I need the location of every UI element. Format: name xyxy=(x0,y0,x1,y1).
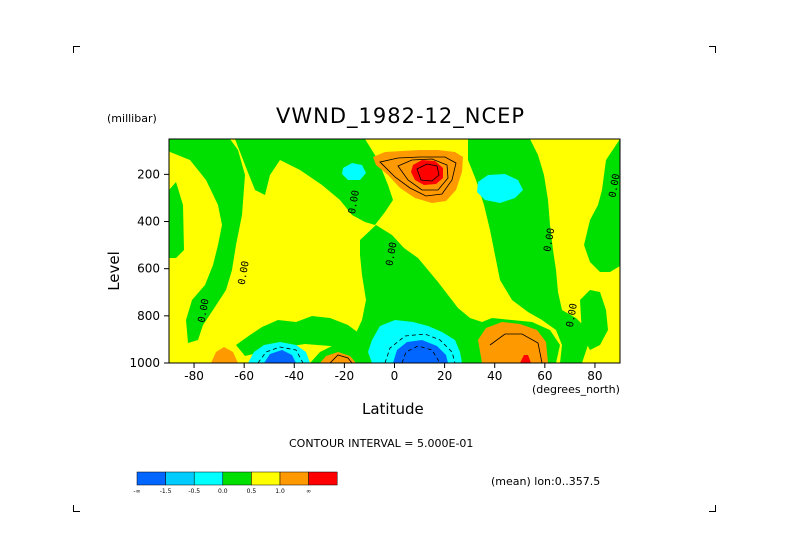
contour-value-label: 0.00 xyxy=(385,241,400,267)
x-units-label: (degrees_north) xyxy=(532,383,620,396)
field-negative-pole-low xyxy=(580,290,608,350)
field-strong-negative-upper-south xyxy=(342,163,366,180)
field-strongest-positive-surface xyxy=(520,355,531,363)
field-strong-positive-surface-south xyxy=(211,347,238,363)
contour-line-jet-inner xyxy=(416,163,440,182)
field-negative-left-edge xyxy=(169,182,184,258)
contour-value-label: 0.00 xyxy=(237,260,252,286)
field-negative-midlat-upper xyxy=(235,139,393,225)
colorbar-swatch xyxy=(251,471,281,486)
field-strongest-negative-surface-tropics xyxy=(393,340,448,363)
colorbar-tick-label: ∞ xyxy=(306,488,311,495)
crop-mark-top-left xyxy=(73,46,80,53)
contour-fill-group xyxy=(169,139,620,363)
x-tick-label: -80 xyxy=(184,369,204,383)
colorbar-tick-label: 0.5 xyxy=(247,488,257,495)
contour-interval-label: CONTOUR INTERVAL = 5.000E-01 xyxy=(289,437,474,450)
contour-line-surface-tropics-1 xyxy=(384,333,456,363)
x-tick-label: -40 xyxy=(284,369,304,383)
x-tick-label: 80 xyxy=(587,369,602,383)
y-units-label: (millibar) xyxy=(107,112,157,125)
colorbar-swatch xyxy=(308,471,338,486)
colorbar-swatch xyxy=(165,471,195,486)
contour-value-label: 0.00 xyxy=(565,303,580,329)
colorbar-swatch xyxy=(193,471,224,486)
y-tick-label: 600 xyxy=(137,262,160,276)
crop-mark-bottom-left xyxy=(73,505,80,512)
colorbar-swatch xyxy=(279,471,309,486)
y-tick-label: 400 xyxy=(137,215,160,229)
contour-value-label: 0.00 xyxy=(608,173,623,199)
contour-line-jet-mid xyxy=(397,158,449,191)
axes-group: -80 -60 -40 -20 0 20 40 60 80 200 400 600 800 1000 xyxy=(129,167,602,383)
mean-lon-label: (mean) lon:0..357.5 xyxy=(491,475,601,488)
field-strong-positive-surface-mid xyxy=(320,352,356,363)
y-tick-label: 1000 xyxy=(129,356,160,370)
colorbar-tick-label: -1.5 xyxy=(160,488,172,495)
contour-line-surface-tropics-2 xyxy=(401,345,441,363)
contour-lines xyxy=(257,156,543,363)
contour-line-surface-north xyxy=(489,333,543,363)
field-strong-negative-upper-trop xyxy=(477,174,523,203)
colorbar: -∞ -1.5 -0.5 0.0 0.5 1.0 ∞ xyxy=(133,471,338,495)
y-tick-label: 200 xyxy=(137,167,160,181)
contour-value-label: 0.00 xyxy=(197,298,212,324)
x-tick-label: 40 xyxy=(487,369,502,383)
colorbar-swatch xyxy=(222,471,252,486)
crop-mark-top-right xyxy=(709,46,716,53)
contour-label-group: 0.00 0.00 0.00 0.00 0.00 0.00 0.00 xyxy=(197,173,623,328)
colorbar-swatch xyxy=(136,471,166,486)
colorbar-tick-label: -∞ xyxy=(133,488,140,495)
field-strong-positive-surface-north xyxy=(478,322,548,363)
chart-title: VWND_1982-12_NCEP xyxy=(276,104,526,128)
field-strongest-negative-surface-south xyxy=(264,350,296,363)
field-negative-pole xyxy=(584,139,620,272)
contour-line-jet-outer xyxy=(379,156,457,197)
contour-line-surface-mid xyxy=(329,354,353,363)
field-negative-southern-band xyxy=(169,139,245,343)
x-tick-label: 0 xyxy=(391,369,399,383)
contour-value-label: 0.00 xyxy=(542,227,557,253)
x-tick-label: -20 xyxy=(335,369,355,383)
contour-line-surface-south xyxy=(257,346,304,363)
contour-value-label: 0.00 xyxy=(347,189,362,215)
colorbar-tick-label: 1.0 xyxy=(275,488,285,495)
x-tick-label: 20 xyxy=(437,369,452,383)
crop-mark-bottom-right xyxy=(709,505,716,512)
x-tick-label: -60 xyxy=(234,369,254,383)
x-axis-label: Latitude xyxy=(362,400,424,418)
colorbar-tick-label: -0.5 xyxy=(188,488,200,495)
x-tick-label: 60 xyxy=(537,369,552,383)
colorbar-tick-label: 0.0 xyxy=(218,488,228,495)
y-tick-label: 800 xyxy=(137,309,160,323)
